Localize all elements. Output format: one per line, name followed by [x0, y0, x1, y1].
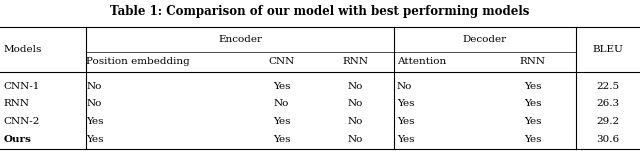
Text: 29.2: 29.2	[596, 117, 620, 126]
Text: Attention: Attention	[397, 57, 446, 66]
Text: RNN: RNN	[342, 57, 368, 66]
Text: 26.3: 26.3	[596, 99, 620, 108]
Text: Yes: Yes	[397, 135, 414, 144]
Text: Yes: Yes	[86, 117, 104, 126]
Text: No: No	[348, 135, 363, 144]
Text: Models: Models	[3, 45, 42, 54]
Text: 30.6: 30.6	[596, 135, 620, 144]
Text: No: No	[397, 82, 412, 91]
Text: Position embedding: Position embedding	[86, 57, 190, 66]
Text: Ours: Ours	[3, 135, 31, 144]
Text: RNN: RNN	[520, 57, 546, 66]
Text: Encoder: Encoder	[218, 35, 262, 44]
Text: Yes: Yes	[524, 117, 541, 126]
Text: Yes: Yes	[273, 135, 291, 144]
Text: 22.5: 22.5	[596, 82, 620, 91]
Text: Yes: Yes	[524, 99, 541, 108]
Text: No: No	[274, 99, 289, 108]
Text: Yes: Yes	[273, 117, 291, 126]
Text: CNN: CNN	[268, 57, 295, 66]
Text: No: No	[348, 99, 363, 108]
Text: No: No	[86, 82, 102, 91]
Text: Yes: Yes	[397, 99, 414, 108]
Text: Decoder: Decoder	[463, 35, 507, 44]
Text: Yes: Yes	[524, 135, 541, 144]
Text: Yes: Yes	[86, 135, 104, 144]
Text: CNN-2: CNN-2	[3, 117, 40, 126]
Text: Table 1: Comparison of our model with best performing models: Table 1: Comparison of our model with be…	[110, 5, 530, 18]
Text: No: No	[86, 99, 102, 108]
Text: No: No	[348, 82, 363, 91]
Text: CNN-1: CNN-1	[3, 82, 40, 91]
Text: No: No	[348, 117, 363, 126]
Text: Yes: Yes	[273, 82, 291, 91]
Text: Yes: Yes	[524, 82, 541, 91]
Text: Yes: Yes	[397, 117, 414, 126]
Text: BLEU: BLEU	[593, 45, 623, 54]
Text: RNN: RNN	[3, 99, 29, 108]
